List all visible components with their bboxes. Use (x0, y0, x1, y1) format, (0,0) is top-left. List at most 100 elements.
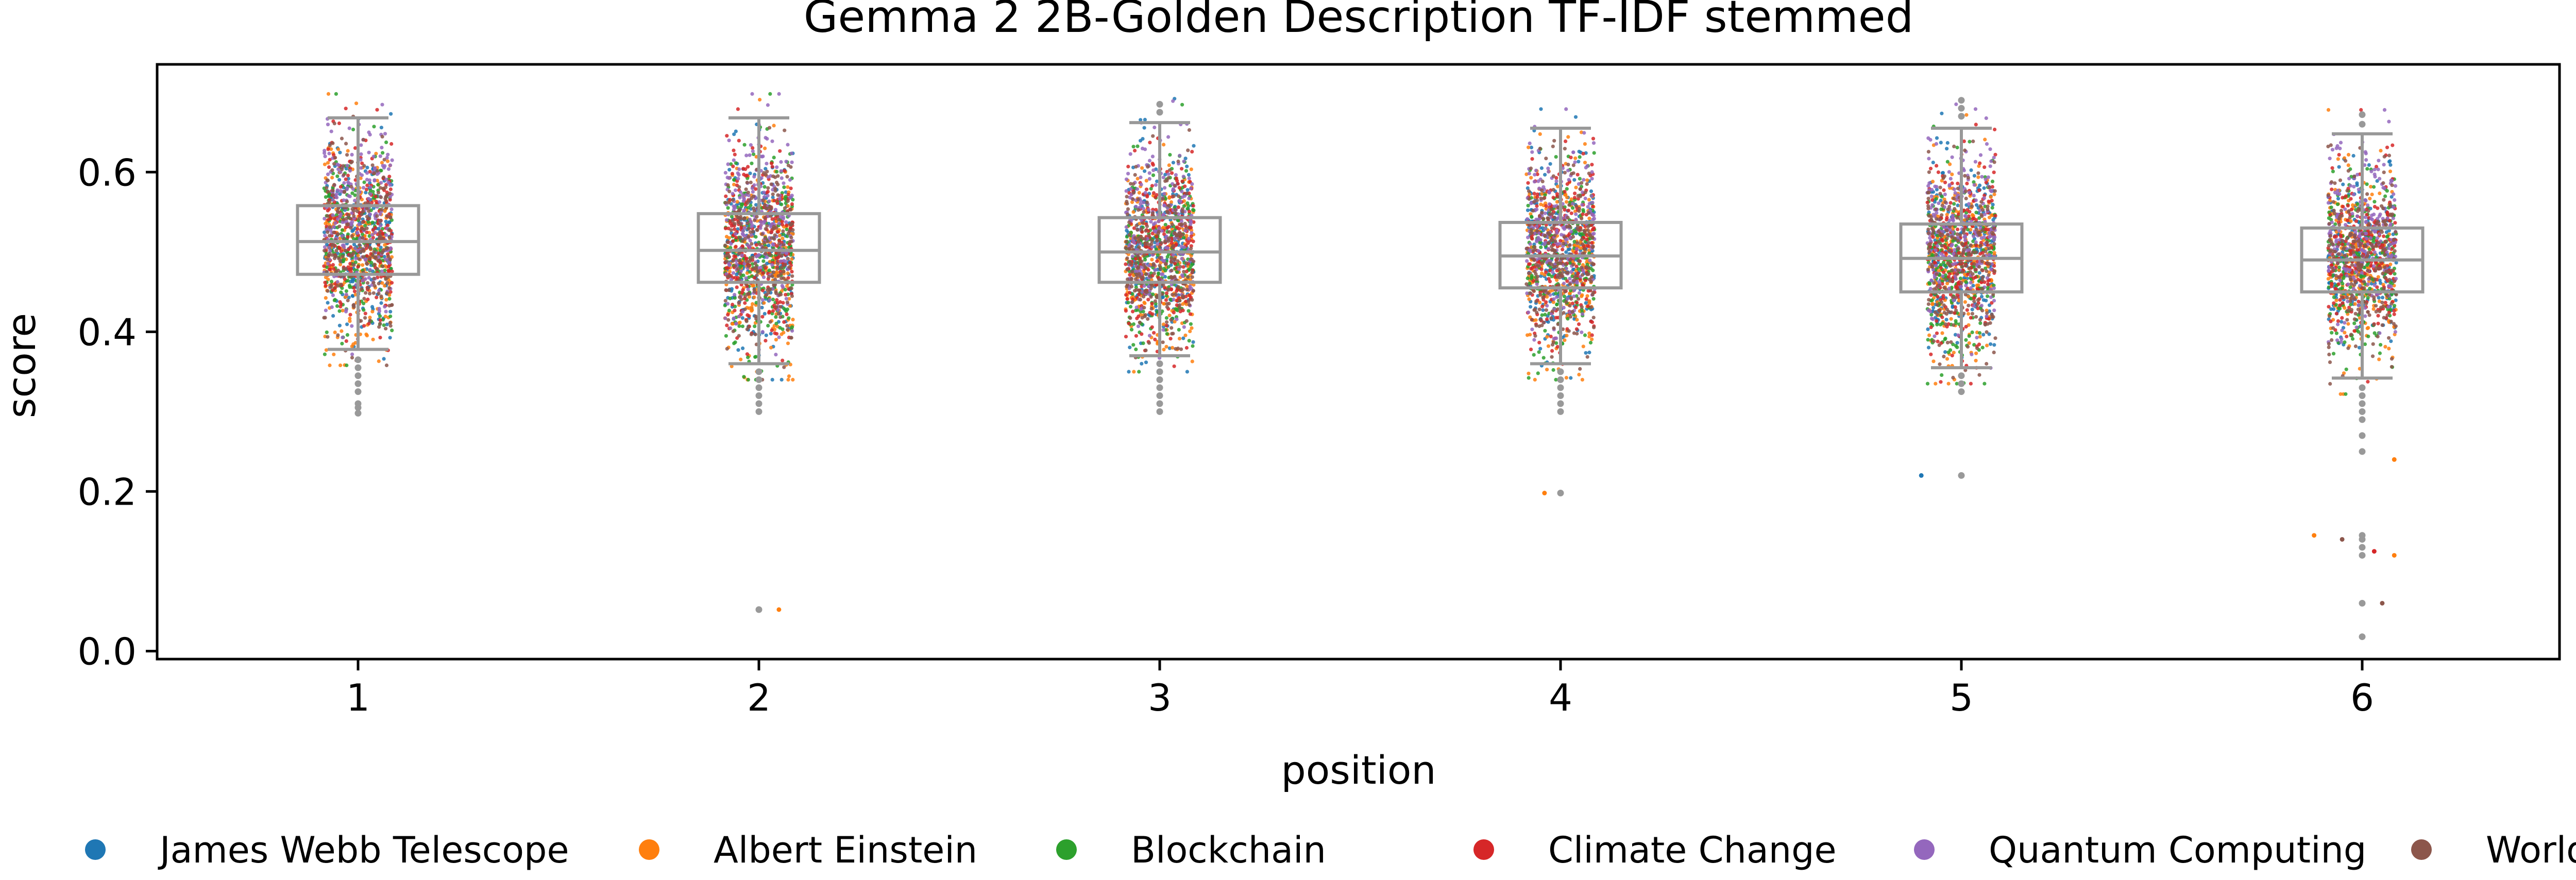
data-point (389, 112, 393, 116)
data-point (754, 187, 758, 191)
data-point (1164, 291, 1169, 296)
data-point (1130, 300, 1134, 304)
data-point (1131, 197, 1135, 201)
data-point (1540, 313, 1544, 317)
data-point (753, 355, 757, 359)
data-point (1526, 276, 1530, 281)
data-point (1125, 201, 1129, 206)
data-point (1581, 151, 1585, 156)
data-point (1155, 259, 1159, 263)
data-point (344, 142, 348, 146)
data-point (733, 296, 737, 300)
data-point (340, 167, 344, 171)
data-point (1163, 239, 1167, 244)
data-point (380, 161, 384, 165)
data-point (335, 174, 340, 178)
data-point (1565, 297, 1569, 301)
data-point (765, 206, 769, 211)
data-point (779, 332, 784, 336)
data-point (378, 212, 382, 216)
data-point (762, 191, 766, 195)
data-point (1167, 163, 1171, 167)
data-point (368, 256, 372, 260)
data-point (1165, 179, 1169, 183)
data-point (1159, 261, 1163, 265)
data-point (337, 225, 342, 229)
data-point (745, 352, 749, 356)
data-point (770, 274, 774, 278)
data-point (1124, 225, 1128, 229)
data-point (1150, 184, 1154, 188)
data-point (1147, 208, 1151, 212)
data-point (1570, 301, 1574, 305)
data-point (375, 214, 379, 218)
data-point (350, 152, 354, 157)
data-point (1150, 154, 1155, 159)
data-point (1576, 271, 1580, 275)
data-point (333, 286, 337, 290)
data-point (745, 313, 750, 317)
data-point (345, 216, 349, 221)
data-point (1191, 340, 1195, 344)
data-point (1182, 325, 1186, 329)
data-point (1535, 282, 1539, 286)
data-point (1175, 303, 1179, 307)
data-point (772, 124, 776, 128)
data-point (325, 265, 329, 269)
data-point (347, 194, 351, 198)
data-point (1591, 141, 1596, 145)
data-point (741, 346, 745, 351)
data-point (1555, 184, 1560, 188)
data-point (1187, 196, 1191, 200)
data-point (760, 315, 765, 319)
data-point (362, 180, 366, 184)
data-point (1150, 211, 1155, 215)
data-point (738, 208, 742, 212)
data-point (1574, 217, 1578, 221)
data-point (348, 169, 352, 173)
data-point (1574, 247, 1579, 251)
data-point (1125, 285, 1129, 289)
data-point (355, 209, 360, 213)
data-point (739, 357, 743, 361)
data-point (1551, 270, 1555, 274)
data-point (1187, 128, 1191, 132)
data-point (338, 189, 343, 193)
data-point (1541, 356, 1546, 360)
data-point (753, 262, 757, 266)
data-point (790, 329, 794, 333)
data-point (1150, 231, 1155, 235)
data-point (769, 346, 773, 350)
data-point (732, 316, 736, 320)
data-point (1141, 200, 1145, 204)
data-point (368, 169, 372, 174)
data-point (387, 175, 392, 179)
data-point (1584, 351, 1588, 355)
data-point (731, 192, 735, 196)
data-point (740, 324, 744, 329)
data-point (772, 237, 776, 241)
data-point (1139, 234, 1143, 238)
data-point (782, 169, 786, 173)
data-point (1162, 267, 1166, 271)
data-point (1586, 244, 1590, 248)
data-point (1565, 237, 1569, 241)
data-point (1127, 370, 1131, 374)
data-point (327, 151, 331, 156)
data-point (327, 251, 331, 256)
data-point (1562, 295, 1566, 299)
data-point (739, 297, 743, 301)
data-point (727, 139, 731, 143)
data-point (1133, 148, 1137, 153)
data-point (328, 158, 332, 162)
data-point (742, 143, 747, 147)
data-point (1529, 305, 1533, 309)
data-point (371, 228, 375, 232)
data-point (1526, 203, 1530, 208)
data-point (384, 298, 388, 302)
data-point (378, 318, 382, 322)
data-point (768, 287, 772, 291)
data-point (790, 270, 794, 274)
data-point (749, 332, 753, 337)
data-point (344, 177, 348, 181)
